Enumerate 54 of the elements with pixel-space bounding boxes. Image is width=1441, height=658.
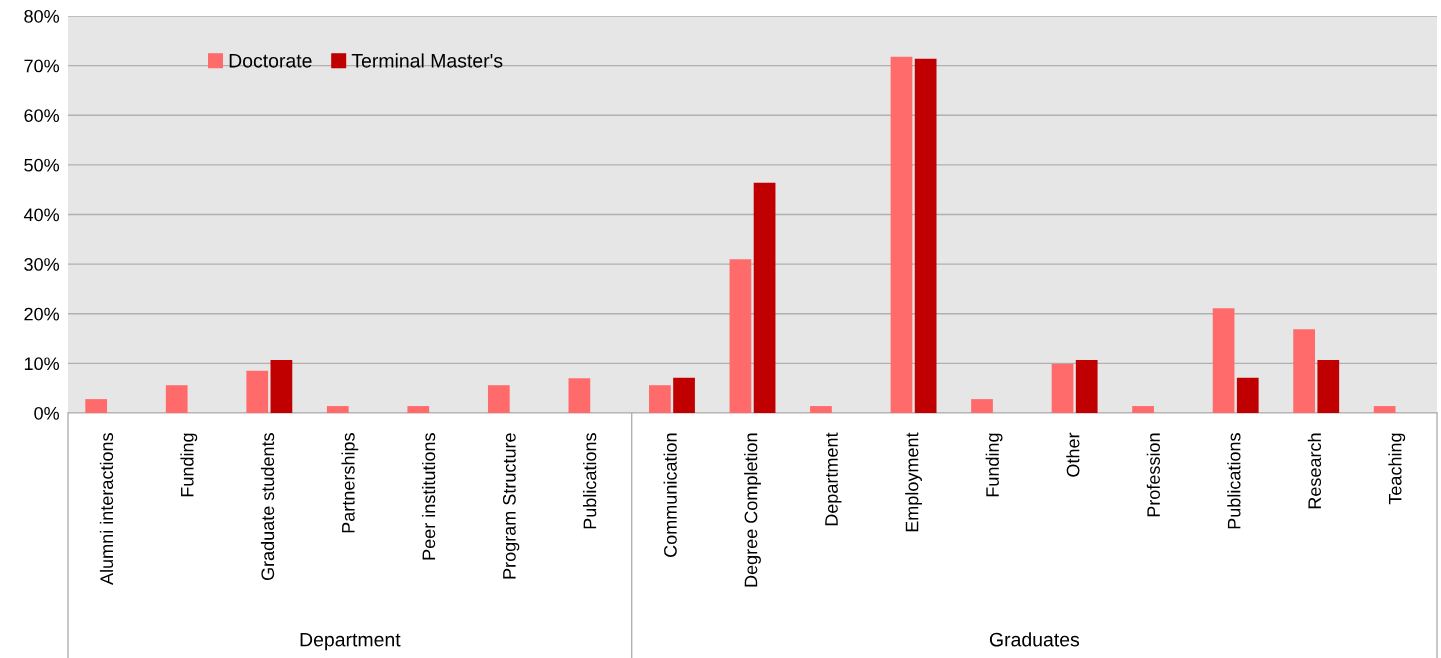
text: Graduates bbox=[989, 632, 1080, 647]
bar bbox=[1132, 406, 1154, 413]
bar bbox=[1212, 308, 1235, 413]
x-tick-label: Program Structure bbox=[502, 433, 520, 579]
x-tick-label: Funding bbox=[180, 433, 198, 497]
x-tick-label: Profession bbox=[1146, 433, 1160, 517]
x-tick-label: Partnerships bbox=[341, 433, 359, 533]
x-tick-label: Other bbox=[1066, 432, 1080, 477]
bar bbox=[326, 406, 349, 413]
bar bbox=[971, 399, 993, 413]
bar bbox=[246, 370, 269, 413]
x-tick-label: Publications bbox=[1227, 433, 1241, 529]
bar bbox=[673, 377, 695, 413]
y-tick-label: 0% bbox=[34, 406, 60, 420]
x-tick-label: Research bbox=[1307, 433, 1322, 509]
y-tick-label: 80% bbox=[24, 9, 60, 23]
y-tick-label: 10% bbox=[24, 357, 60, 371]
bar bbox=[1317, 359, 1340, 413]
bar bbox=[753, 182, 776, 413]
bar bbox=[810, 406, 832, 413]
text: Department bbox=[300, 632, 401, 651]
x-tick-label: Peer institutions bbox=[421, 433, 436, 560]
y-tick-label: 70% bbox=[24, 59, 60, 73]
x-tick-label: Alumni interactions bbox=[99, 433, 114, 585]
x-tick-label: Employment bbox=[905, 432, 922, 532]
bar bbox=[85, 399, 108, 413]
y-tick-label: 60% bbox=[24, 109, 60, 122]
bar bbox=[487, 385, 510, 413]
x-tick-label: Graduate students bbox=[260, 433, 275, 581]
bar bbox=[568, 378, 591, 413]
bar bbox=[729, 259, 752, 413]
bar bbox=[1236, 377, 1259, 413]
bar bbox=[407, 406, 430, 413]
bar bbox=[165, 385, 188, 413]
y-tick-label: 30% bbox=[24, 258, 60, 271]
x-tick-label: Degree Completion bbox=[744, 433, 761, 587]
bar bbox=[1075, 359, 1098, 413]
bar bbox=[270, 359, 293, 413]
bar bbox=[1051, 363, 1074, 413]
x-tick-label: Department bbox=[825, 432, 842, 526]
x-tick-label: Funding bbox=[985, 433, 1003, 497]
x-tick-label: Publications bbox=[583, 433, 597, 529]
bar bbox=[890, 56, 913, 413]
x-tick-label: Communication bbox=[663, 433, 677, 557]
y-tick-label: 40% bbox=[23, 208, 60, 222]
bar bbox=[1293, 329, 1315, 413]
bar bbox=[649, 385, 671, 413]
y-tick-label: 50% bbox=[24, 158, 60, 172]
legend-label: Terminal Master's bbox=[351, 53, 503, 68]
x-tick-label: Teaching bbox=[1388, 433, 1406, 505]
legend-label: Doctorate bbox=[229, 54, 312, 68]
y-tick-label: 20% bbox=[24, 307, 60, 321]
bar bbox=[1373, 406, 1396, 413]
bar bbox=[914, 58, 937, 413]
